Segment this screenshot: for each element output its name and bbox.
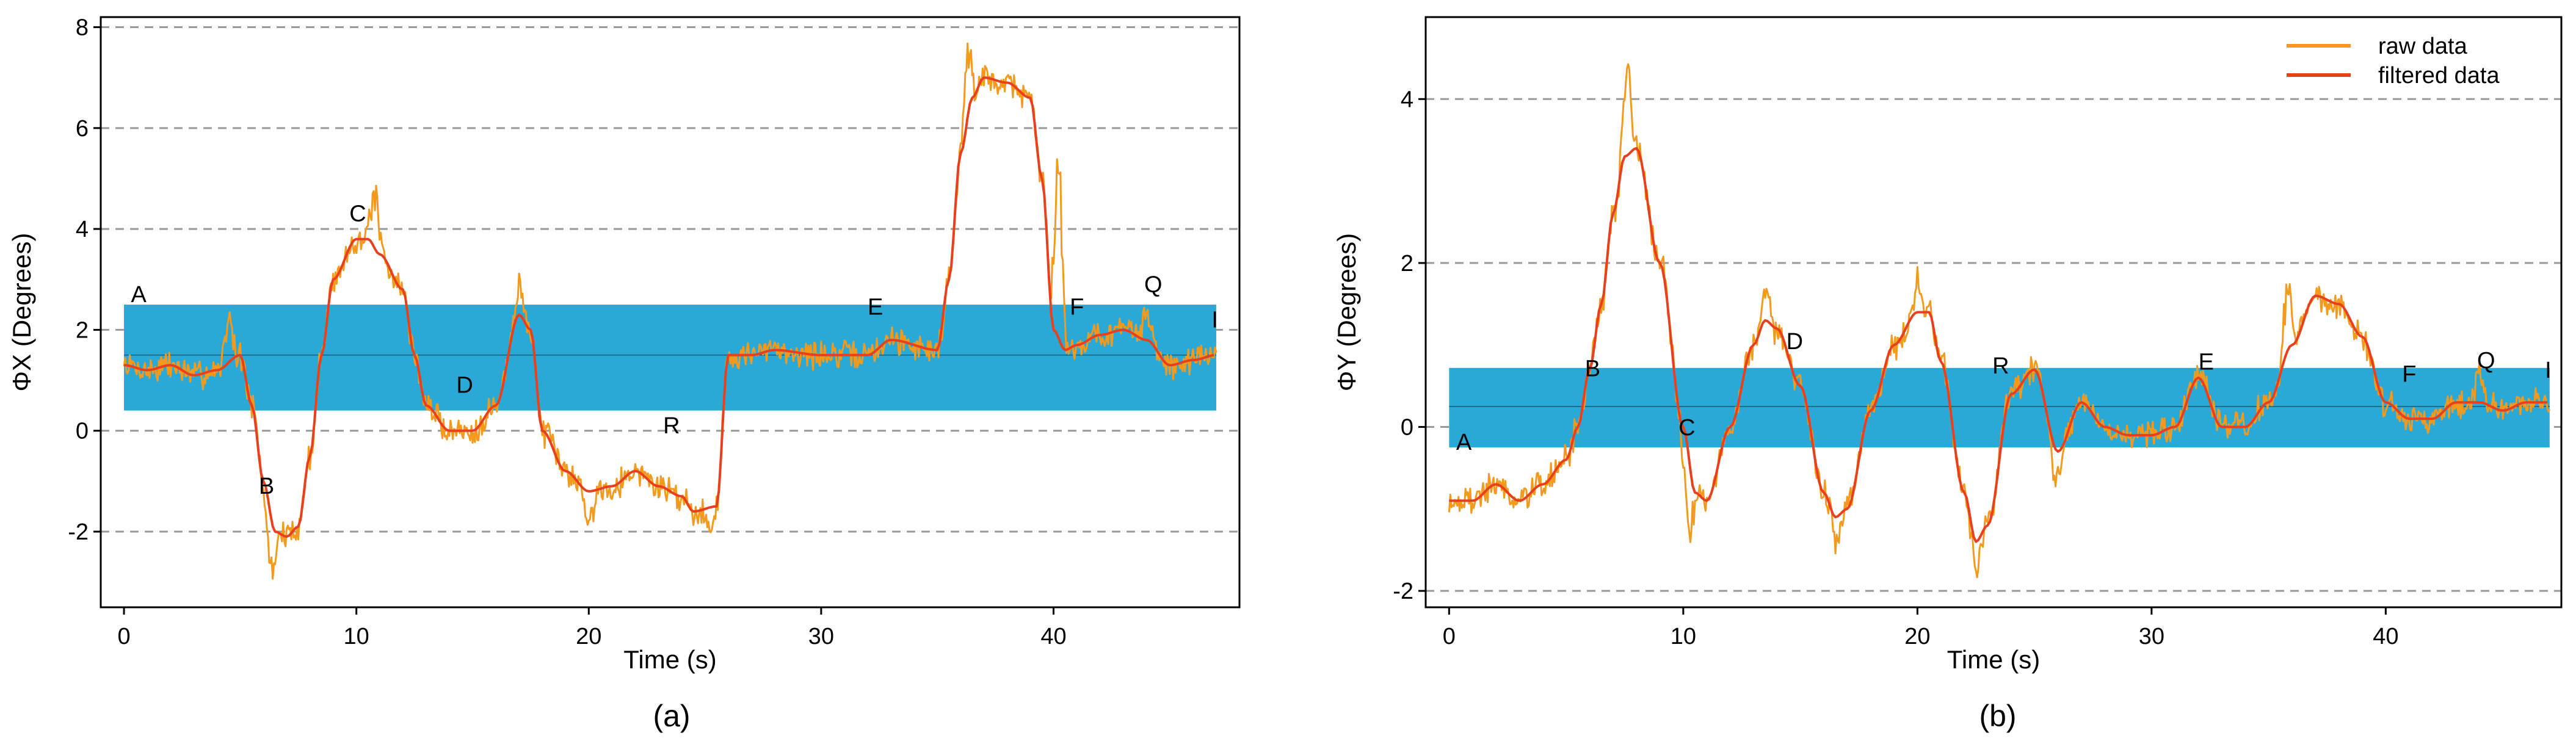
y-tick-label: 0 [76,419,89,444]
legend-filtered-label: filtered data [2378,63,2500,88]
x-tick-label: 30 [808,624,834,649]
y-axis-title: ΦY (Degrees) [1332,233,1361,391]
point-label: F [2402,362,2416,388]
variability-band [1449,367,2550,448]
x-tick-label: 40 [2373,624,2398,649]
raw-data-series [1448,63,2551,579]
legend: raw data filtered data [2287,34,2500,88]
y-tick-label: -2 [68,519,89,545]
point-label: D [456,373,473,399]
point-label: R [663,413,680,439]
point-label: I [2545,358,2552,383]
y-tick-label: -2 [1393,579,1413,604]
panel-b-label: (b) [1979,699,2016,733]
x-axis-title: Time (s) [623,645,716,674]
y-tick-label: 0 [1401,415,1413,441]
y-tick-label: 8 [76,15,89,41]
point-label: I [1211,307,1218,333]
y-tick-label: 2 [1401,251,1413,276]
variability-band [124,305,1216,411]
x-tick-label: 10 [1671,624,1696,649]
y-tick-label: 4 [76,217,89,242]
x-tick-label: 20 [1904,624,1930,649]
point-label: B [1585,356,1600,381]
x-tick-label: 20 [576,624,601,649]
y-tick-label: 2 [76,317,89,343]
y-tick-label: 6 [76,116,89,142]
filtered-data-series [123,76,1214,538]
y-tick-label: 4 [1401,87,1413,112]
x-tick-label: 0 [1443,624,1456,649]
point-label: A [1456,430,1472,455]
point-label: R [1992,353,2009,379]
point-label: A [131,282,147,308]
point-label: B [259,474,274,499]
panel-a-label: (a) [653,699,690,733]
x-tick-label: 10 [344,624,369,649]
point-label: Q [1144,272,1163,297]
point-label: E [868,295,883,320]
point-label: C [1678,415,1695,441]
legend-raw-label: raw data [2378,34,2468,59]
x-tick-label: 0 [117,624,130,649]
x-axis-title: Time (s) [1947,645,2040,674]
point-label: C [349,201,366,227]
point-label: D [1787,329,1803,355]
plot-frame [1424,16,2563,609]
point-label: F [1070,295,1084,320]
point-label: E [2199,350,2214,375]
filtered-data-series [1449,146,2547,543]
plot-frame [100,16,1241,609]
chart-panel-a: -2 0 2 4 6 8 0 10 20 30 40 Time (s) ΦX (Degrees) A B C D… [7,15,1241,674]
x-tick-label: 30 [2139,624,2164,649]
y-axis-title: ΦX (Degrees) [7,233,36,392]
point-label: Q [2477,348,2495,374]
x-tick-label: 40 [1040,624,1066,649]
